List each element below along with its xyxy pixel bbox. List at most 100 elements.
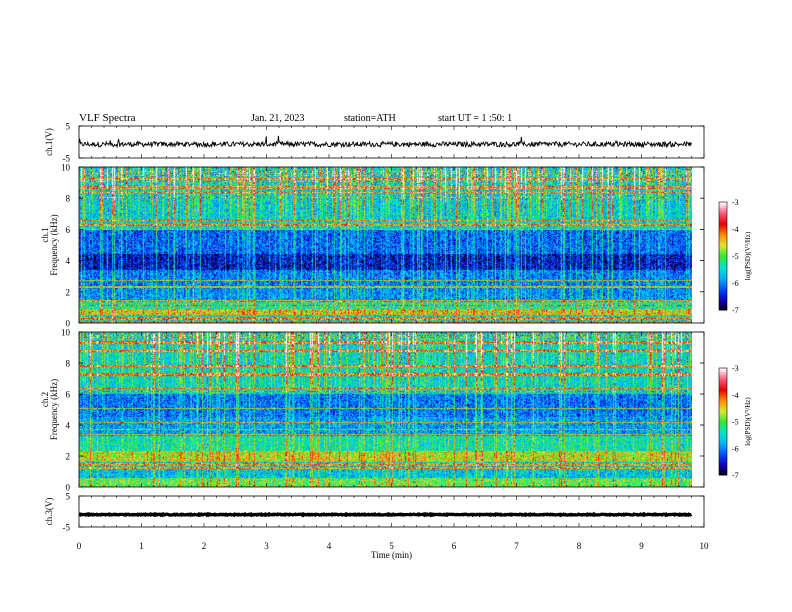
colorbar-step bbox=[719, 283, 727, 286]
colorbar-step bbox=[719, 398, 727, 401]
colorbar-step bbox=[719, 295, 727, 298]
x-tick-label-4: 4 bbox=[327, 541, 332, 551]
colorbar-step bbox=[719, 290, 727, 293]
colorbar-step bbox=[719, 288, 727, 291]
channel-label-ch1: ch.1 bbox=[40, 227, 50, 242]
colorbar-step bbox=[719, 243, 727, 246]
colorbar-tick-label--3: -3 bbox=[732, 198, 739, 207]
colorbar-step bbox=[719, 268, 727, 271]
trace-line-1 bbox=[78, 135, 692, 149]
colorbar-tick-label--6: -6 bbox=[732, 279, 739, 288]
frequency-axis-label-3: Frequency (kHz) bbox=[49, 379, 59, 440]
colorbar-step bbox=[719, 308, 727, 311]
colorbar-step bbox=[719, 211, 727, 214]
colorbar-step bbox=[719, 439, 727, 442]
colorbar-step bbox=[719, 239, 727, 243]
colorbar-step bbox=[719, 229, 727, 232]
x-tick-label-6: 6 bbox=[452, 541, 457, 551]
colorbar-step bbox=[719, 382, 727, 385]
colorbar-step bbox=[719, 238, 727, 241]
colorbar-step bbox=[719, 471, 727, 474]
colorbar-step bbox=[719, 220, 727, 223]
colorbar-step bbox=[719, 257, 727, 261]
colorbar-step bbox=[719, 275, 727, 279]
x-tick-label-9: 9 bbox=[639, 541, 644, 551]
colorbar-step bbox=[719, 460, 727, 464]
y-tick-label-2-10: 10 bbox=[61, 163, 71, 173]
chart-title: VLF Spectra bbox=[79, 112, 136, 124]
y-tick-label-2-0: 0 bbox=[66, 319, 71, 329]
colorbar-step bbox=[719, 444, 727, 447]
frequency-axis-label-2: Frequency (kHz) bbox=[49, 214, 59, 275]
colorbar-tick-label--5: -5 bbox=[732, 252, 739, 261]
colorbar-step bbox=[719, 432, 727, 435]
colorbar-tick-label--7: -7 bbox=[732, 471, 739, 480]
spectrogram-ch1 bbox=[79, 167, 692, 323]
colorbar-step bbox=[719, 400, 727, 403]
colorbar-step bbox=[719, 448, 727, 451]
panel-2 bbox=[79, 167, 692, 323]
colorbar-step bbox=[719, 304, 727, 307]
recording-date: Jan. 21, 2023 bbox=[251, 113, 305, 124]
colorbar-step bbox=[719, 464, 727, 467]
channel-label-ch2: ch.2 bbox=[40, 392, 50, 407]
y-tick-label-3-6: 6 bbox=[66, 390, 71, 400]
colorbar-step bbox=[719, 301, 727, 304]
colorbar-step bbox=[719, 247, 727, 250]
colorbar-step bbox=[719, 437, 727, 440]
colorbar-step bbox=[719, 455, 727, 458]
x-tick-label-1: 1 bbox=[139, 541, 144, 551]
colorbar-step bbox=[719, 473, 727, 476]
colorbar-step bbox=[719, 469, 727, 472]
colorbar-step bbox=[719, 256, 727, 259]
colorbar-step bbox=[719, 293, 727, 297]
y-tick-label-2-2: 2 bbox=[66, 287, 71, 297]
colorbar-step bbox=[719, 245, 727, 248]
x-tick-label-5: 5 bbox=[389, 541, 394, 551]
colorbar-step bbox=[719, 442, 727, 446]
colorbar-step bbox=[719, 277, 727, 280]
colorbar-step bbox=[719, 207, 727, 210]
x-tick-label-2: 2 bbox=[202, 541, 207, 551]
colorbar-label: log(PSD)(V²/Hz) bbox=[744, 397, 752, 446]
colorbar-step bbox=[719, 412, 727, 415]
x-tick-label-0: 0 bbox=[77, 541, 82, 551]
colorbar-step bbox=[719, 299, 727, 302]
colorbar-step bbox=[719, 389, 727, 392]
y-tick-label-3-10: 10 bbox=[61, 328, 71, 338]
panel-1 bbox=[78, 135, 692, 149]
colorbar-step bbox=[719, 279, 727, 282]
colorbar-tick-label--3: -3 bbox=[732, 364, 739, 373]
colorbar-step bbox=[719, 421, 727, 424]
colorbar-step bbox=[719, 425, 727, 428]
colorbar-step bbox=[719, 410, 727, 414]
colorbar-step bbox=[719, 306, 727, 309]
colorbar-step bbox=[719, 423, 727, 426]
colorbar-step bbox=[719, 284, 727, 288]
colorbar-step bbox=[719, 435, 727, 439]
colorbar-ch2: -3 -4 -5 -6 -7 log(PSD)(V²/Hz) bbox=[718, 364, 752, 480]
colorbar-step bbox=[719, 401, 727, 405]
colorbar-step bbox=[719, 221, 727, 225]
colorbar-tick-label--4: -4 bbox=[732, 225, 739, 234]
colorbar-step bbox=[719, 232, 727, 235]
colorbar-step bbox=[719, 297, 727, 300]
colorbar-step bbox=[719, 234, 727, 237]
colorbar-step bbox=[719, 218, 727, 221]
colorbar-frame bbox=[718, 201, 728, 311]
colorbar-step bbox=[719, 467, 727, 471]
colorbar-step bbox=[719, 384, 727, 387]
colorbar-step bbox=[719, 254, 727, 257]
time-axis: 0 1 2 3 4 5 6 7 8 9 10 Time (min) bbox=[77, 541, 709, 560]
colorbar-step bbox=[719, 373, 727, 376]
x-tick-label-7: 7 bbox=[514, 541, 519, 551]
colorbar-step bbox=[719, 403, 727, 406]
colorbar-step bbox=[719, 252, 727, 255]
colorbar-step bbox=[719, 380, 727, 383]
colorbar-step bbox=[719, 225, 727, 228]
y-tick-label-2-8: 8 bbox=[66, 194, 71, 204]
colorbar-step bbox=[719, 368, 727, 371]
colorbar-step bbox=[719, 450, 727, 453]
station-label: station=ATH bbox=[344, 113, 396, 124]
